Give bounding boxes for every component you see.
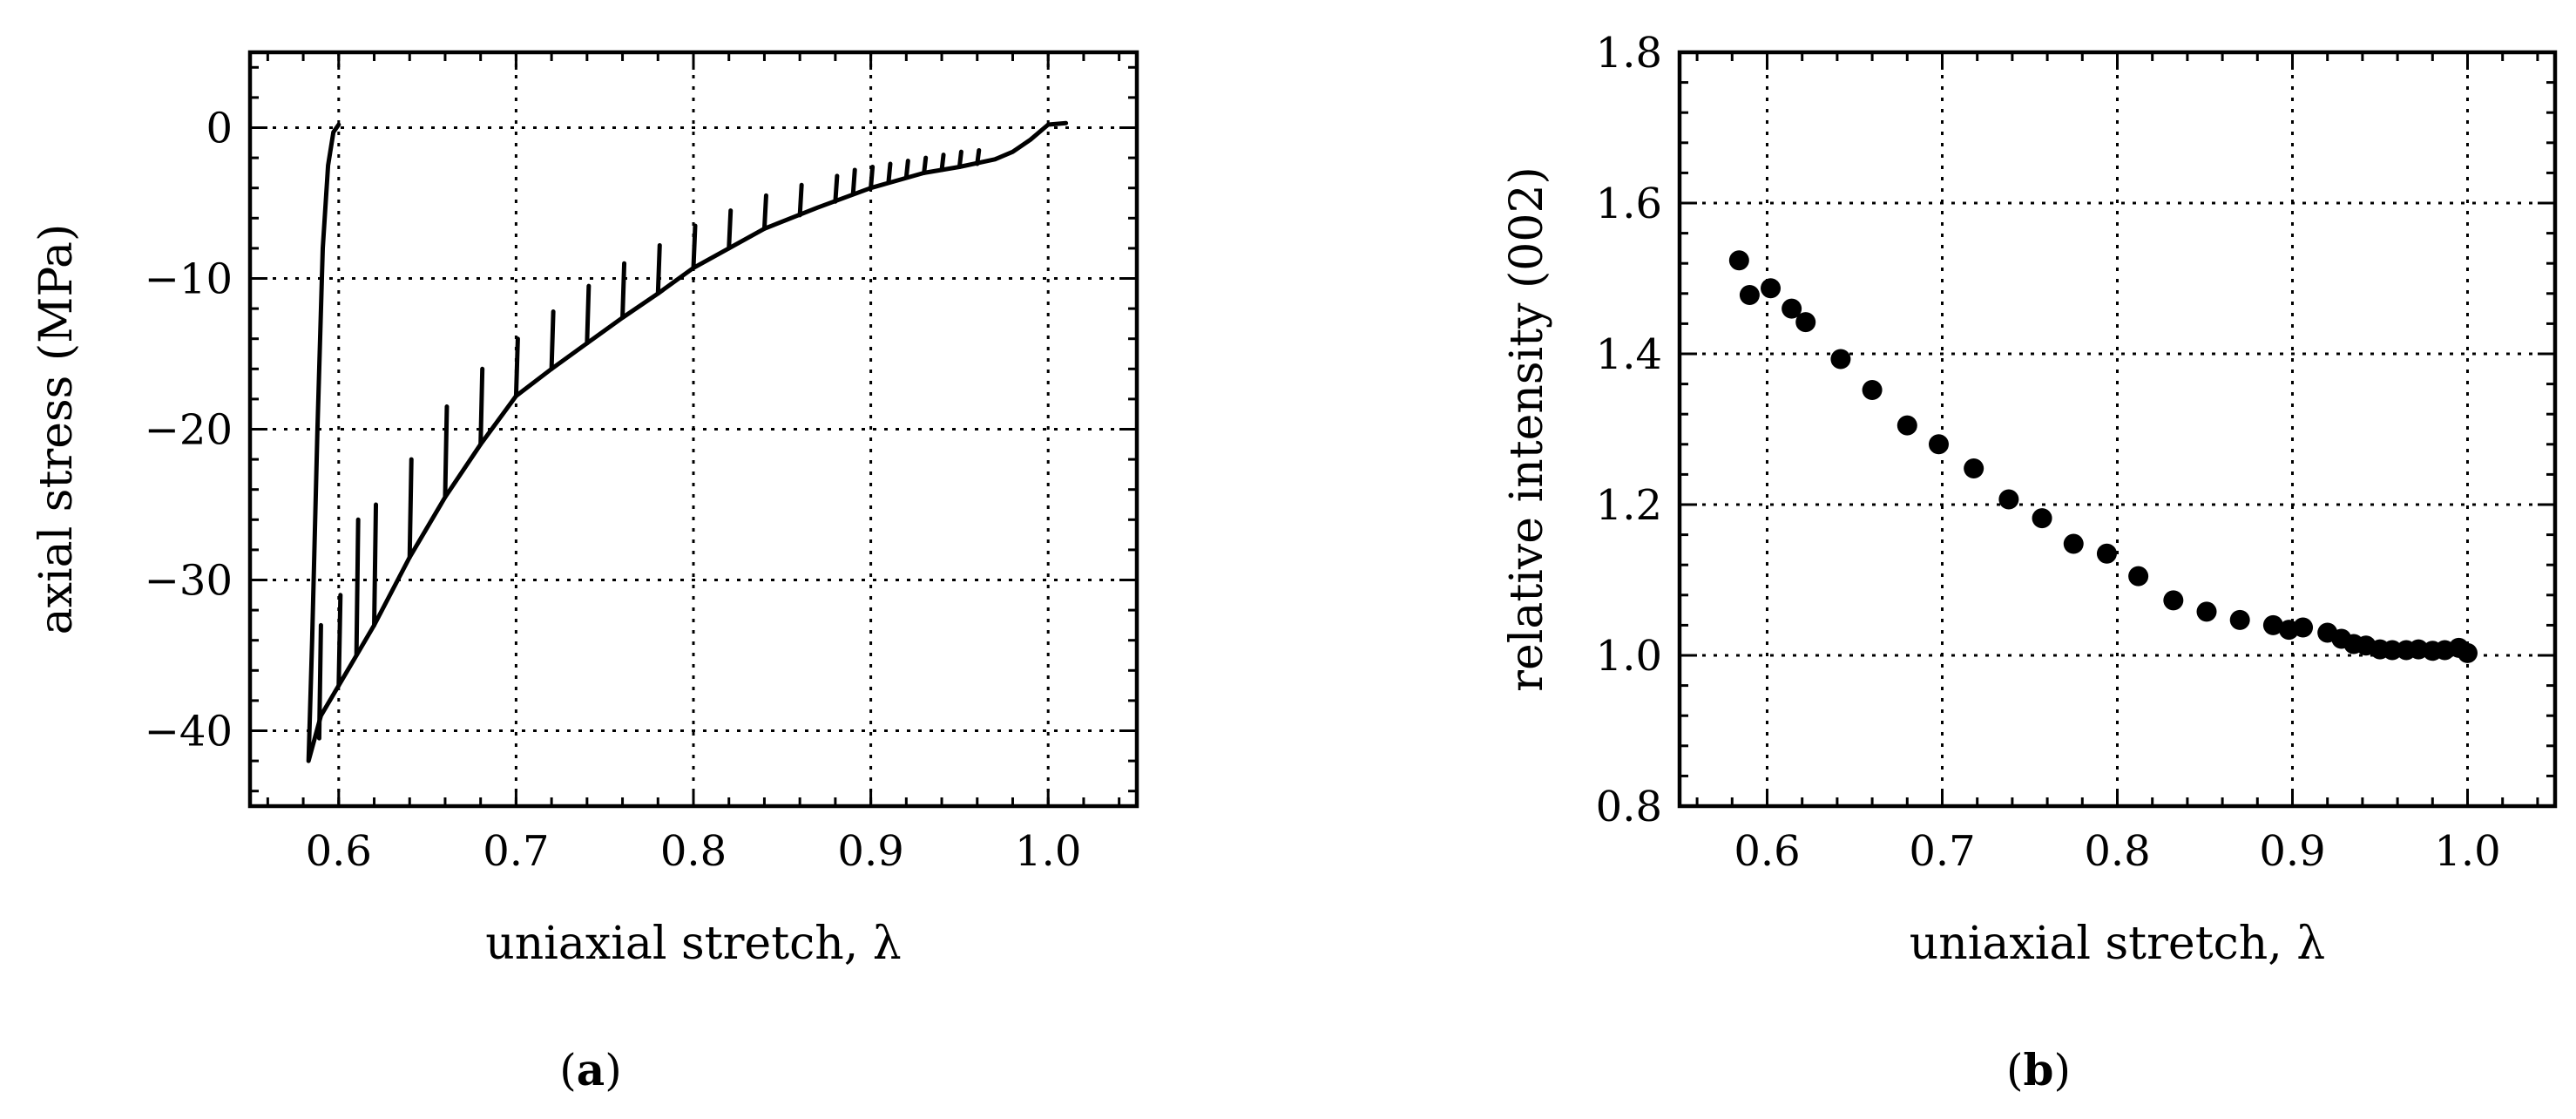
data-point bbox=[1862, 380, 1883, 401]
y-axis-title: relative intensity (002) bbox=[1501, 166, 1553, 692]
relaxation-spike bbox=[886, 161, 893, 185]
y-axis-title: axial stress (MPa) bbox=[30, 224, 83, 635]
relaxation-spike bbox=[354, 517, 361, 658]
plot-frame bbox=[1677, 50, 2558, 809]
caption-open-paren: ( bbox=[559, 1045, 577, 1095]
x-tick-label: 0.7 bbox=[1909, 827, 1975, 876]
y-tick-label: 1.4 bbox=[1596, 330, 1662, 379]
relaxation-spike bbox=[513, 336, 520, 398]
relaxation-spike bbox=[903, 159, 910, 180]
x-tick-label: 0.6 bbox=[1734, 827, 1800, 876]
relaxation-spike bbox=[372, 502, 379, 627]
caption-close-paren: ) bbox=[605, 1045, 622, 1095]
caption-close-paren: ) bbox=[2053, 1045, 2071, 1095]
panel-b-intensity-scatter: 0.6 0.7 0.8 0.9 1.0 0.8 1.0 1.2 1.4 1.6 1.8 uniaxia… bbox=[1501, 29, 2558, 1095]
relaxation-spike bbox=[833, 173, 840, 204]
data-point bbox=[2229, 609, 2250, 630]
data-point bbox=[2032, 508, 2052, 529]
stress-curve-line bbox=[306, 120, 1069, 763]
y-tick-label: 1.8 bbox=[1596, 29, 1662, 78]
x-tick-label: 0.8 bbox=[2084, 827, 2150, 876]
data-point bbox=[2063, 533, 2084, 554]
y-tick-label: 0.8 bbox=[1596, 783, 1662, 831]
y-tick-label: −40 bbox=[145, 708, 233, 756]
y-tick-label: 0 bbox=[206, 105, 233, 153]
plot-frame bbox=[247, 50, 1139, 809]
data-point bbox=[1897, 415, 1917, 436]
y-tick-label: 1.6 bbox=[1596, 180, 1662, 228]
x-tick-label: 0.7 bbox=[483, 827, 549, 876]
relaxation-spike bbox=[407, 457, 414, 560]
y-tick-label: −30 bbox=[145, 557, 233, 606]
x-tick-label: 1.0 bbox=[2434, 827, 2500, 876]
relaxation-spike bbox=[869, 164, 876, 191]
relaxation-spike bbox=[316, 622, 323, 741]
data-point bbox=[1830, 349, 1851, 370]
data-point bbox=[1998, 489, 2019, 510]
relaxation-spike bbox=[850, 167, 857, 197]
x-tick-label: 0.9 bbox=[2259, 827, 2325, 876]
relaxation-spike bbox=[443, 404, 450, 499]
relaxation-spike bbox=[620, 261, 627, 320]
y-tick-label: 1.0 bbox=[1596, 632, 1662, 681]
relaxation-spike bbox=[336, 593, 343, 688]
data-point bbox=[1795, 312, 1816, 333]
caption-letter: a bbox=[577, 1044, 605, 1095]
relaxation-spike bbox=[549, 309, 556, 371]
y-tick-label: −20 bbox=[145, 406, 233, 455]
data-point bbox=[2293, 617, 2314, 638]
data-point bbox=[2458, 642, 2478, 663]
relaxation-spike bbox=[761, 193, 768, 231]
data-point bbox=[1739, 285, 1760, 306]
x-tick-label: 1.0 bbox=[1015, 827, 1081, 876]
relaxation-spike bbox=[797, 182, 804, 218]
relaxation-spike bbox=[939, 153, 946, 173]
caption-letter: b bbox=[2024, 1044, 2054, 1095]
relaxation-spike bbox=[975, 147, 982, 166]
x-axis-title: uniaxial stretch, λ bbox=[1910, 918, 2325, 970]
data-point bbox=[2382, 640, 2403, 661]
caption-open-paren: ( bbox=[2006, 1045, 2024, 1095]
x-tick-label: 0.8 bbox=[660, 827, 727, 876]
data-point bbox=[1964, 458, 1984, 478]
relaxation-spike bbox=[691, 223, 698, 270]
y-tick-label: 1.2 bbox=[1596, 481, 1662, 530]
data-point bbox=[1728, 250, 1749, 271]
panel-caption: (b) bbox=[2006, 1044, 2071, 1095]
data-point bbox=[1782, 298, 1802, 319]
data-point bbox=[2163, 590, 2184, 611]
data-point bbox=[2096, 543, 2117, 564]
x-tick-label: 0.9 bbox=[837, 827, 903, 876]
data-point bbox=[2128, 566, 2149, 587]
relaxation-spike bbox=[478, 366, 485, 447]
x-tick-label: 0.6 bbox=[306, 827, 372, 876]
relaxation-spike bbox=[585, 283, 592, 346]
data-point bbox=[2262, 614, 2283, 635]
data-point bbox=[1928, 434, 1949, 455]
relaxation-spike bbox=[727, 208, 734, 251]
data-point bbox=[2196, 601, 2217, 622]
x-axis-title: uniaxial stretch, λ bbox=[485, 918, 901, 970]
relaxation-spike bbox=[957, 149, 963, 169]
y-tick-label: −10 bbox=[145, 255, 233, 304]
relaxation-spike bbox=[655, 242, 662, 296]
data-point bbox=[1761, 278, 1782, 299]
panel-caption: (a) bbox=[559, 1044, 621, 1095]
panel-a-stress-curve: 0.6 0.7 0.8 0.9 1.0 0 −10 −20 −30 −40 uniaxial str… bbox=[30, 50, 1139, 1095]
relaxation-spike bbox=[922, 155, 929, 175]
